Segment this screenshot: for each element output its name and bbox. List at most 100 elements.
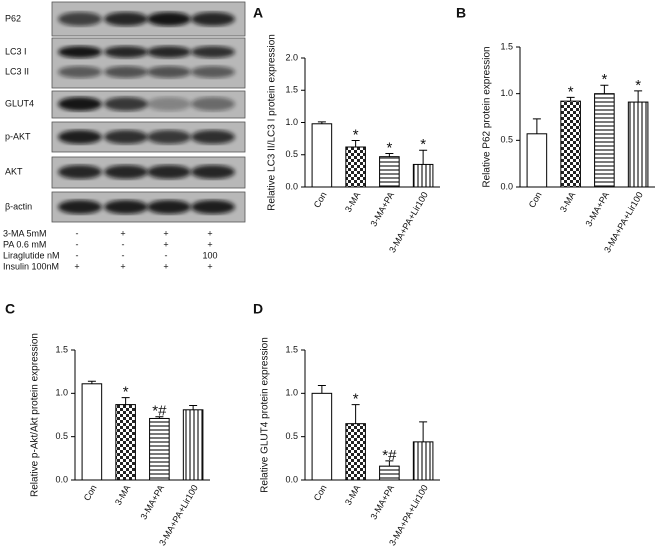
y-tick-label: 1.0 [55,388,68,398]
y-tick-label: 1.5 [55,344,68,354]
treatment-label: Liraglutide nM [3,250,60,260]
panel-letter: A [253,5,263,21]
bar [560,100,581,188]
blot-band [104,130,148,144]
bar [526,133,548,188]
blot-band [58,130,102,144]
panel-letter: B [456,5,466,21]
x-tick-label: 3-MA+PA+Lir100 [157,483,200,547]
x-tick-label: Con [82,483,99,502]
significance-mark: * [601,71,607,88]
x-tick-label: Con [527,190,544,209]
blot-band [58,97,102,111]
treatment-cell: 100 [202,250,217,260]
error-bar [385,460,394,467]
blot-band [191,46,235,58]
bar [412,441,434,481]
blot-band [104,200,148,214]
blot-band [147,12,191,26]
treatment-cell: - [122,250,125,260]
band-label: GLUT4 [5,98,34,108]
blot-band [147,46,191,58]
y-tick-label: 2.0 [285,52,298,62]
y-axis-title: Relative p-Akt/Akt protein expression [30,333,41,497]
treatment-cell: + [207,261,212,271]
blot-band [147,97,191,111]
treatment-cell: + [207,228,212,238]
error-bar [351,140,360,148]
bar [149,417,170,481]
bar [594,93,615,188]
treatment-label: Insulin 100nM [3,261,59,271]
x-tick-label: 3-MA [343,483,362,507]
y-axis-title: Relative LC3 II/LC3 I protein expression [267,34,278,211]
band-label: AKT [5,166,23,176]
bar [81,383,103,481]
blot-band [191,165,235,179]
significance-mark: * [353,127,359,144]
bar [345,146,366,188]
blot-band [58,46,102,58]
blot-band [147,200,191,214]
treatment-cell: + [74,261,79,271]
band-label: LC3 II [5,66,29,76]
treatment-cell: + [163,228,168,238]
treatment-cell: - [76,239,79,249]
error-bar [351,404,360,424]
bar [379,465,400,481]
blot-band [191,66,235,78]
blot-band [191,12,235,26]
y-tick-label: 0.0 [285,181,298,191]
significance-mark: * [386,139,392,156]
bar [182,409,204,481]
x-tick-label: 3-MA+PA+Lir100 [602,190,645,254]
blot-band [58,200,102,214]
significance-mark: * [635,77,641,94]
y-tick-label: 0.0 [285,474,298,484]
treatment-cell: - [76,250,79,260]
bar [311,123,333,188]
x-tick-label: Con [312,483,329,502]
band-label: P62 [5,13,21,23]
blot-band [58,66,102,78]
y-tick-label: 0.0 [55,474,68,484]
error-bar [385,152,394,157]
bar [627,101,649,188]
y-tick-label: 1.0 [285,388,298,398]
y-tick-label: 0.5 [285,149,298,159]
treatment-cell: - [122,239,125,249]
bar [379,156,400,188]
x-tick-label: 3-MA [558,190,577,214]
blot-band [191,200,235,214]
treatment-label: PA 0.6 mM [3,239,46,249]
bar [115,404,136,481]
y-tick-label: 0.5 [55,431,68,441]
blot-frame [51,37,246,89]
significance-mark: * [420,136,426,153]
x-tick-label: Con [312,190,329,209]
blot-band [104,12,148,26]
error-bar [155,416,164,419]
x-tick-label: 3-MA+PA+Lir100 [387,483,430,547]
panel-letter: C [5,301,15,317]
blot-band [104,66,148,78]
blot-band [58,12,102,26]
significance-mark: * [353,391,359,408]
y-tick-label: 1.5 [285,344,298,354]
x-tick-label: 3-MA+PA [368,483,396,521]
error-bar [317,121,326,124]
y-tick-label: 0.0 [500,181,513,191]
y-tick-label: 1.0 [285,117,298,127]
error-bar [121,397,130,405]
treatment-cell: - [76,228,79,238]
y-axis-title: Relative GLUT4 protein expression [260,337,271,493]
significance-mark: * [123,384,129,401]
treatment-cell: + [120,261,125,271]
bar [345,423,366,481]
y-axis-title: Relative P62 protein expression [482,46,493,187]
blot-band [104,165,148,179]
error-bar [189,404,198,410]
error-bar [87,380,96,384]
error-bar [317,385,326,394]
